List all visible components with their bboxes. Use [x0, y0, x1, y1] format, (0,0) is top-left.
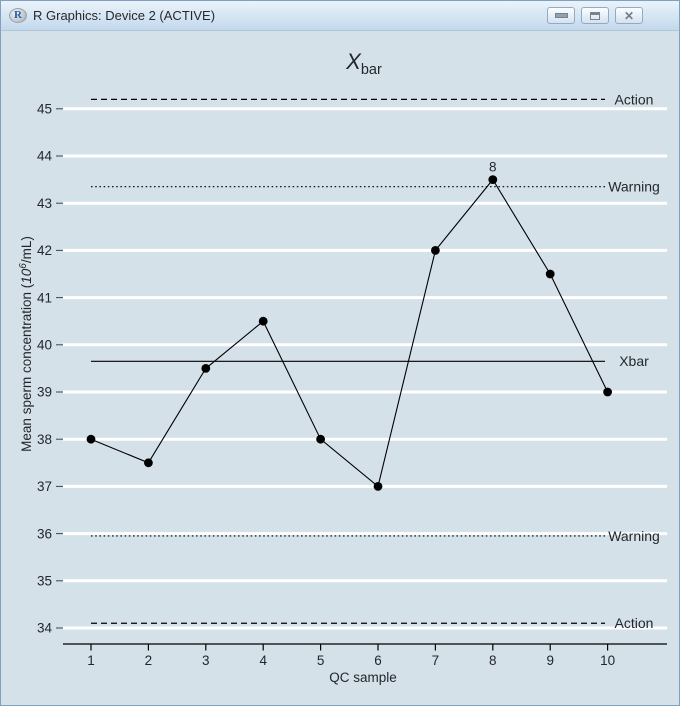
- xbar-control-chart: 343536373839404142434445ActionWarningXba…: [18, 49, 667, 685]
- plot-canvas: 34 35 36 37 38 39 40 41 42 43 44 45 Action Warning Xba…: [1, 31, 679, 705]
- y-tick-label: 40: [37, 338, 52, 353]
- data-point: [488, 175, 498, 185]
- data-point: [431, 246, 440, 255]
- data-point: [545, 269, 555, 279]
- minimize-icon: [554, 13, 568, 18]
- x-tick-label: 8: [489, 653, 497, 668]
- control-line-label: Xbar: [619, 353, 649, 369]
- data-point: [258, 316, 268, 326]
- r-logo-letter: R: [14, 9, 22, 21]
- y-tick-label: 44: [37, 149, 53, 164]
- y-tick-label: 41: [37, 290, 52, 305]
- data-point: [86, 434, 96, 444]
- y-tick-label: 35: [37, 574, 52, 589]
- x-tick-label: 2: [145, 653, 153, 668]
- restore-icon: [590, 11, 600, 20]
- data-point: [201, 364, 211, 373]
- control-line-label: Action: [615, 91, 654, 107]
- control-line-label: Action: [615, 615, 654, 631]
- data-point: [144, 458, 153, 468]
- window-controls: ✕: [547, 7, 643, 24]
- restore-button[interactable]: [581, 7, 609, 24]
- y-tick-label: 39: [37, 385, 52, 400]
- x-tick-label: 1: [87, 653, 95, 668]
- y-tick-label: 34: [37, 621, 53, 636]
- x-tick-label: 9: [546, 653, 554, 668]
- y-tick-label: 45: [37, 102, 52, 117]
- data-point: [373, 482, 383, 491]
- series-line: [90, 178, 609, 488]
- x-tick-label: 5: [317, 653, 325, 668]
- y-tick-label: 36: [37, 526, 52, 541]
- chart-title: Xbar: [345, 49, 382, 78]
- y-tick-label: 38: [37, 432, 52, 447]
- y-tick-label: 43: [37, 196, 52, 211]
- minimize-button[interactable]: [547, 7, 575, 24]
- x-tick-label: 7: [432, 653, 440, 668]
- y-axis-title: Mean sperm concentration (106/mL): [18, 236, 34, 452]
- y-tick-label: 42: [37, 243, 52, 258]
- close-button[interactable]: ✕: [615, 7, 643, 24]
- data-point: [316, 434, 325, 444]
- control-line-label: Warning: [608, 528, 660, 544]
- data-point: [603, 387, 612, 397]
- x-axis-title: QC sample: [329, 670, 397, 685]
- control-line-label: Warning: [608, 179, 660, 195]
- x-tick-label: 10: [600, 653, 615, 668]
- x-tick-label: 6: [374, 653, 382, 668]
- r-logo-icon: R: [9, 8, 27, 23]
- point-annotation: 8: [489, 160, 497, 175]
- x-tick-label: 3: [202, 653, 210, 668]
- y-tick-label: 37: [37, 479, 52, 494]
- close-icon: ✕: [623, 8, 635, 23]
- window-title: R Graphics: Device 2 (ACTIVE): [33, 8, 216, 23]
- x-tick-label: 4: [259, 653, 267, 668]
- titlebar[interactable]: R R Graphics: Device 2 (ACTIVE) ✕: [1, 1, 679, 31]
